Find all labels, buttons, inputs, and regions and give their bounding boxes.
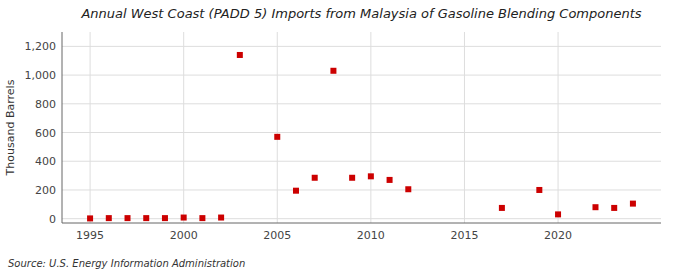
x-tick-label: 2005 xyxy=(263,229,291,242)
y-tick-label: 600 xyxy=(35,127,56,140)
point xyxy=(218,215,224,221)
point xyxy=(87,215,93,221)
point xyxy=(592,204,598,210)
point xyxy=(536,187,542,193)
y-tick-label: 400 xyxy=(35,155,56,168)
x-grid-line xyxy=(370,32,371,223)
x-grid-line xyxy=(277,32,278,223)
point xyxy=(181,215,187,221)
y-grid-line xyxy=(62,218,661,219)
y-grid-line xyxy=(62,46,661,47)
point xyxy=(125,215,131,221)
y-tick-label: 1,000 xyxy=(25,69,57,82)
point xyxy=(555,211,561,217)
x-grid-line xyxy=(90,32,91,223)
point xyxy=(199,215,205,221)
x-grid-line xyxy=(464,32,465,223)
x-tick-label: 2015 xyxy=(450,229,478,242)
y-axis-label: Thousand Barrels xyxy=(4,79,17,176)
point xyxy=(611,205,617,211)
page: {"chart_data": {"type": "scatter", "titl… xyxy=(0,0,675,275)
y-grid-line xyxy=(62,132,661,133)
point xyxy=(330,68,336,74)
x-tick-label: 2020 xyxy=(544,229,572,242)
points xyxy=(87,52,636,221)
source: Source: U.S. Energy Information Administ… xyxy=(8,258,245,269)
y-grid-line xyxy=(62,189,661,190)
x-grid-line xyxy=(558,32,559,223)
point xyxy=(312,175,318,181)
point xyxy=(387,177,393,183)
chart: Annual West Coast (PADD 5) Imports from … xyxy=(0,0,675,275)
x-axis-line xyxy=(62,223,661,224)
point xyxy=(405,186,411,192)
y-tick-label: 800 xyxy=(35,98,56,111)
title: Annual West Coast (PADD 5) Imports from … xyxy=(80,6,641,21)
y-axis-line xyxy=(62,32,63,223)
point xyxy=(162,215,168,221)
x-tick-label: 1995 xyxy=(76,229,104,242)
point xyxy=(630,201,636,207)
point xyxy=(499,205,505,211)
x-tick-label: 2000 xyxy=(170,229,198,242)
y-tick-label: 1,200 xyxy=(25,40,57,53)
y-tick-label: 0 xyxy=(49,213,56,226)
y-grid-line xyxy=(62,75,661,76)
y-grid-line xyxy=(62,103,661,104)
point xyxy=(237,52,243,58)
point xyxy=(274,134,280,140)
x-tick-label: 2010 xyxy=(357,229,385,242)
point xyxy=(349,175,355,181)
point xyxy=(368,173,374,179)
y-tick-label: 200 xyxy=(35,184,56,197)
grid xyxy=(62,32,661,223)
y-grid-line xyxy=(62,161,661,162)
x-grid-line xyxy=(183,32,184,223)
axes: 0 200 400 600 800 1,000 1,200 1995 2000 2005 2010 2… xyxy=(25,32,662,242)
point xyxy=(143,215,149,221)
point xyxy=(106,215,112,221)
point xyxy=(293,188,299,194)
